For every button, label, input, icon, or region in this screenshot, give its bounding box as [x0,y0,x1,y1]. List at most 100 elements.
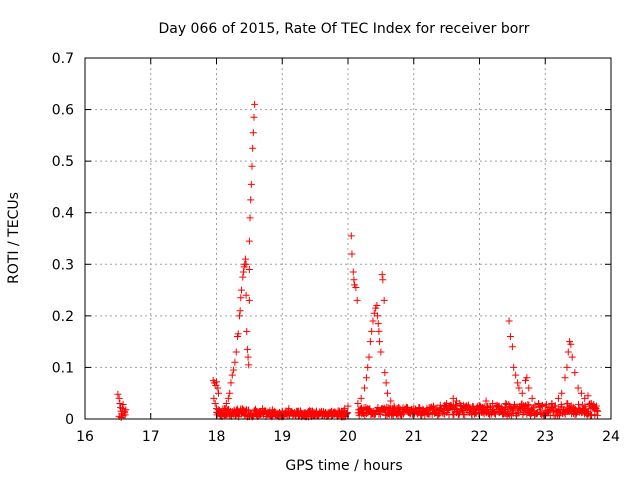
data-point [122,406,130,414]
data-point [548,400,556,408]
y-tick-label: 0.5 [52,154,74,170]
x-tick-label: 23 [536,429,554,445]
data-point [349,268,357,276]
data-point [347,232,355,240]
data-point [348,250,356,258]
data-point [381,369,389,377]
data-point [245,296,253,304]
y-tick-label: 0.4 [52,206,74,222]
data-point [245,265,253,273]
data-point [364,363,372,371]
data-point [436,405,444,413]
x-tick-label: 18 [208,429,226,445]
x-tick-label: 21 [405,429,423,445]
data-point [531,401,539,409]
data-point [245,361,253,369]
data-point [558,389,566,397]
data-point [366,405,374,413]
data-point [239,268,247,276]
data-point [213,378,220,386]
y-axis-label: ROTI / TECUs [6,192,22,284]
data-point [265,410,273,418]
data-point [514,409,522,417]
data-point [220,405,228,413]
data-point [210,394,218,402]
x-tick-label: 19 [273,429,291,445]
data-point [350,276,358,284]
y-tick-label: 0.6 [52,103,74,119]
data-point [231,411,239,419]
chart-title: Day 066 of 2015, Rate Of TEC Index for r… [158,21,529,37]
data-point [378,271,386,279]
data-point [238,405,246,413]
data-point [243,327,251,335]
data-point [563,363,571,371]
data-point [224,394,232,402]
data-point [344,402,352,410]
data-point [376,410,384,418]
data-point [219,409,227,417]
data-point [115,394,123,402]
data-point [584,392,592,400]
data-point [301,409,309,417]
data-point [365,353,373,361]
data-point [541,402,549,410]
data-point [482,397,490,405]
data-point [251,100,259,108]
data-point [232,348,240,356]
data-point [343,409,351,417]
data-point [373,302,381,310]
data-point [362,374,370,382]
x-tick-label: 24 [602,429,620,445]
data-point [581,402,589,410]
data-point [120,407,128,415]
data-point [567,340,575,348]
data-point [366,338,374,346]
data-point [456,400,464,408]
data-point [368,327,376,335]
data-point [383,389,391,397]
data-point [443,400,451,408]
data-point [423,405,431,413]
y-tick-label: 0 [65,412,74,428]
data-point [354,400,362,408]
data-point [564,348,572,356]
data-point [236,307,244,315]
data-point [451,401,459,409]
data-point [291,411,299,419]
y-tick-label: 0.1 [52,360,74,376]
data-point [369,317,377,325]
data-point [353,296,361,304]
data-point [250,113,258,121]
data-point [275,411,283,419]
data-point [514,379,522,387]
data-point [237,286,245,294]
data-point [314,411,322,419]
data-point [524,401,532,409]
data-point [505,317,513,325]
data-point [577,389,585,397]
data-point [245,237,253,245]
data-point [308,407,316,415]
data-point [255,409,263,417]
data-point [268,406,276,414]
data-point [242,291,250,299]
data-point [495,402,503,410]
data-point [554,394,562,402]
data-point [535,400,543,408]
data-point [252,407,260,415]
data-point [244,353,252,361]
data-point [248,162,256,170]
data-point [492,410,500,418]
data-point [214,384,222,392]
data-point [591,403,599,411]
plot-points [114,100,602,421]
data-point [397,406,405,414]
data-point [282,410,290,418]
data-point [242,260,250,268]
data-point [375,327,383,335]
data-point [410,405,418,413]
data-point [214,389,222,397]
x-tick-label: 17 [142,429,160,445]
data-point [380,296,388,304]
